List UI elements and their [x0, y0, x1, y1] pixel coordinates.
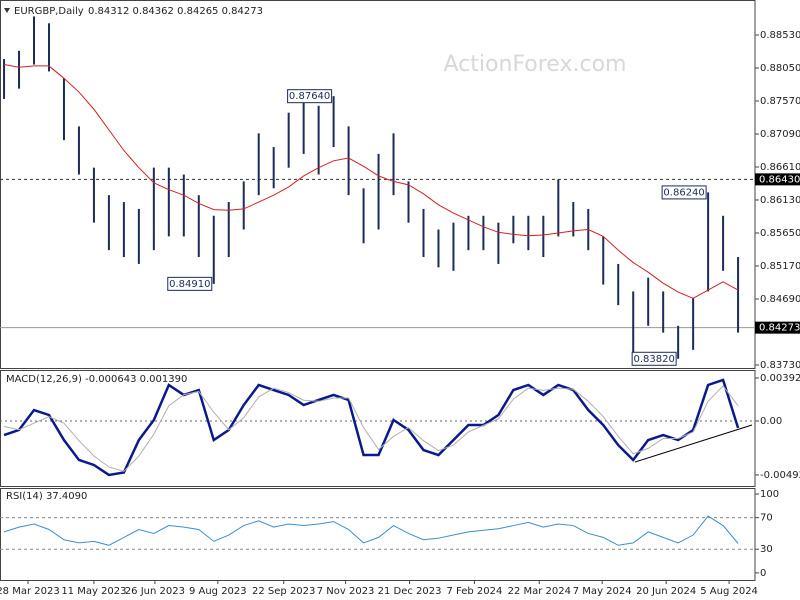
y-tick-label: 0: [760, 568, 766, 579]
x-tick-label: 22 Mar 2024: [508, 586, 571, 597]
x-tick-label: 26 Jun 2023: [125, 586, 185, 597]
annotation-label: 0.83820: [633, 354, 674, 365]
y-tick-label: 30: [760, 544, 773, 555]
macd-title: MACD(12,26,9) -0.000643 0.001390: [6, 374, 187, 385]
y-tick-label: 0.87570: [760, 96, 800, 107]
x-tick-label: 22 Sep 2023: [252, 586, 315, 597]
annotation-box: [167, 276, 213, 291]
annotation-box: [287, 89, 333, 104]
y-tick-label: 0.00: [760, 416, 782, 427]
x-tick-label: 21 Dec 2023: [378, 586, 442, 597]
x-tick-label: 20 Jun 2024: [636, 586, 696, 597]
y-tick-label: -0.004929: [760, 470, 800, 481]
last-price-label: 0.84273: [759, 323, 800, 334]
ohlc-values: 0.84312 0.84362 0.84265 0.84273: [88, 6, 263, 17]
x-tick-label: 5 Aug 2024: [700, 586, 758, 597]
y-tick-label: 0.85650: [760, 228, 800, 239]
signal-line: [3, 385, 739, 472]
y-tick-label: 0.88050: [760, 63, 800, 74]
last-price-box: [755, 321, 800, 334]
watermark: ActionForex.com: [444, 52, 627, 77]
menu-triangle: [4, 8, 10, 13]
y-tick-label: 0.003928: [760, 373, 800, 384]
y-tick-label: 0.83730: [760, 360, 800, 371]
x-tick-label: 28 Mar 2023: [0, 586, 60, 597]
rsi-line: [3, 515, 739, 546]
symbol-title: EURGBP,Daily: [14, 6, 84, 17]
x-tick-label: 11 May 2023: [61, 586, 126, 597]
moving-average: [3, 64, 739, 299]
x-tick-label: 7 Nov 2023: [317, 586, 375, 597]
macd-line: [3, 378, 740, 477]
y-tick-label: 0.86130: [760, 195, 800, 206]
annotation-box: [631, 351, 677, 366]
level-box: [755, 173, 800, 186]
y-tick-label: 0.87090: [760, 129, 800, 140]
y-tick-label: 100: [760, 489, 779, 500]
y-tick-label: 0.86610: [760, 162, 800, 173]
y-tick-label: 0.85170: [760, 261, 800, 272]
x-tick-label: 7 Feb 2024: [446, 586, 502, 597]
x-tick-label: 9 Aug 2023: [189, 586, 247, 597]
y-tick-label: 0.84690: [760, 294, 800, 305]
macd-panel: [0, 370, 756, 487]
annotation-box: [661, 185, 707, 200]
annotation-label: 0.84910: [169, 279, 210, 290]
trend-line: [634, 424, 753, 463]
annotation-label: 0.87640: [289, 91, 330, 102]
rsi-panel: [0, 488, 756, 581]
y-tick-label: 70: [760, 513, 773, 524]
annotation-label: 0.86240: [663, 187, 704, 198]
y-tick-label: 0.88530: [760, 30, 800, 41]
level-label: 0.86430: [759, 174, 800, 185]
rsi-title: RSI(14) 37.4090: [6, 491, 87, 502]
x-tick-label: 7 May 2024: [573, 586, 632, 597]
